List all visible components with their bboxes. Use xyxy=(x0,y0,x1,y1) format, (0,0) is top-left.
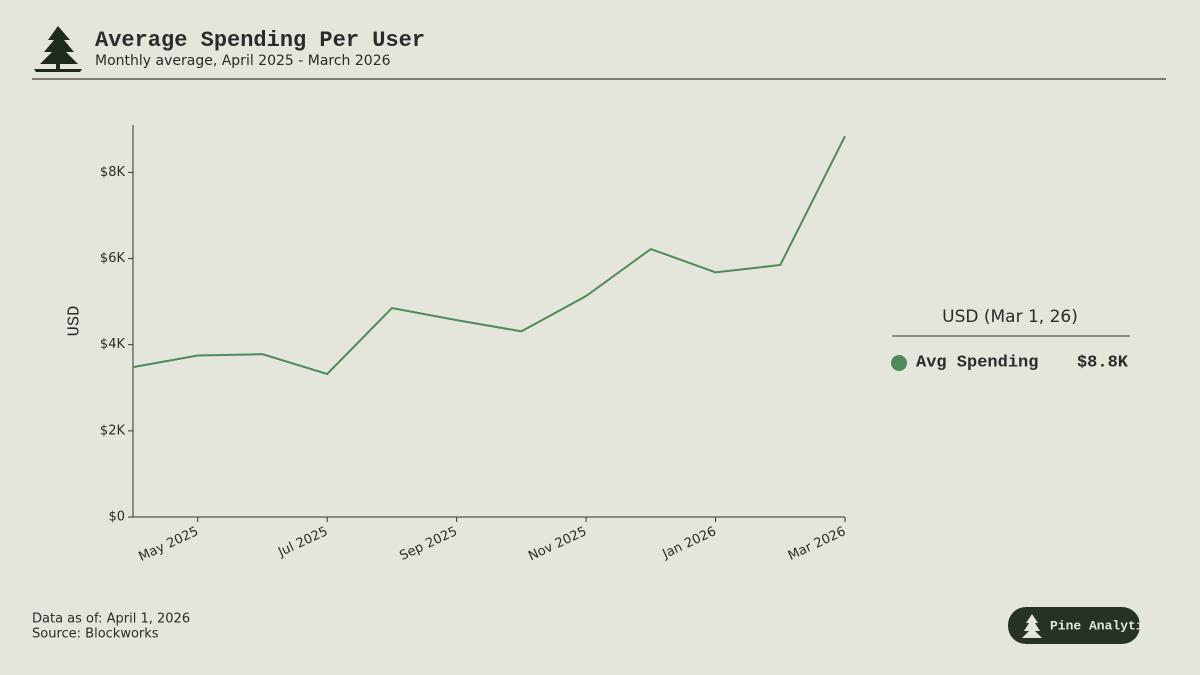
legend-title: USD (Mar 1, 26) xyxy=(942,307,1078,327)
legend-marker xyxy=(891,355,907,371)
brand-badge xyxy=(1008,607,1140,644)
footer-source: Source: Blockworks xyxy=(32,627,159,642)
footer-date: Data as of: April 1, 2026 xyxy=(32,612,190,627)
y-tick-label: $8K xyxy=(100,165,126,180)
y-tick-label: $0 xyxy=(108,510,125,525)
y-tick-label: $4K xyxy=(100,337,126,352)
brand-tree xyxy=(1022,614,1042,638)
brand-name: Pine Analytics xyxy=(1050,618,1159,633)
y-axis-label: USD xyxy=(65,306,84,337)
series-line xyxy=(132,135,846,376)
y-tick-label: $2K xyxy=(100,423,126,438)
legend-label: Avg Spending xyxy=(916,353,1038,372)
title: Average Spending Per User xyxy=(95,28,425,53)
logo-tree xyxy=(34,26,82,72)
legend-value: $8.8K xyxy=(1077,353,1129,372)
y-tick-label: $6K xyxy=(100,251,126,266)
subtitle: Monthly average, April 2025 - March 2026 xyxy=(95,53,391,69)
